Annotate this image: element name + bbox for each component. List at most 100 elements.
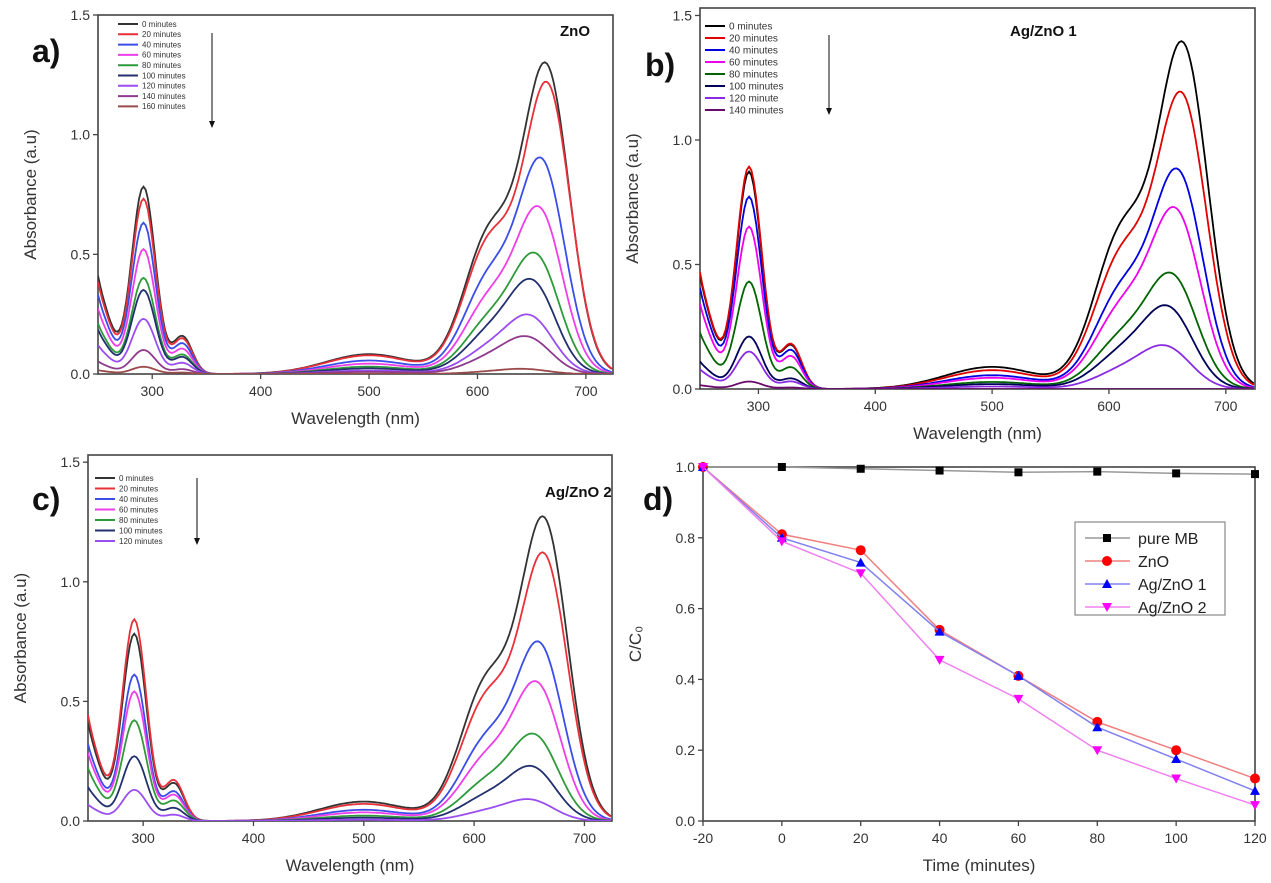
y-axis-label: C/C₀: [626, 626, 645, 662]
x-tick-label: 100: [1164, 830, 1188, 846]
plot-area: [88, 515, 612, 821]
marker: [1250, 785, 1260, 795]
marker: [1013, 670, 1024, 680]
marker: [1251, 470, 1259, 479]
x-tick-label: 300: [141, 383, 165, 399]
series-line: [702, 466, 1256, 780]
legend-entry: 140 minutes: [729, 106, 783, 117]
legend-entry: 120 minute: [729, 94, 779, 105]
x-tick-label: 20: [853, 830, 869, 846]
marker: [855, 569, 866, 579]
plot-frame: [702, 466, 1256, 822]
legend-entry: 120 minutes: [119, 537, 163, 546]
legend-entry: 20 minutes: [142, 30, 181, 39]
panel-title: Ag/ZnO 2: [545, 484, 612, 501]
marker: [777, 463, 786, 471]
x-tick-label: 500: [357, 383, 381, 399]
y-axis-label: Absorbance (a.u): [21, 129, 40, 259]
series-line: [88, 640, 612, 821]
legend-entry: 0 minutes: [142, 20, 177, 29]
legend-entry: 60 minutes: [142, 51, 181, 60]
series-line: [98, 156, 613, 374]
y-tick-label: 0.8: [676, 530, 696, 546]
series-line: [98, 313, 612, 374]
series-line: [700, 167, 1255, 389]
legend-entry: 0 minutes: [729, 22, 772, 33]
marker: [934, 626, 945, 636]
x-tick-label: 60: [1011, 830, 1027, 846]
legend-entry: 40 minutes: [142, 40, 181, 49]
arrow-head-icon: [194, 538, 200, 545]
x-tick-label: 300: [747, 398, 771, 414]
series-line: [700, 304, 1254, 389]
marker: [1092, 722, 1103, 732]
panel-title: Ag/ZnO 1: [1010, 23, 1077, 40]
y-tick-label: 0.0: [71, 366, 91, 382]
legend-entry: Ag/ZnO 1: [1138, 577, 1207, 594]
series-line: [88, 719, 611, 821]
series-line: [98, 205, 613, 374]
series-line: [700, 271, 1254, 389]
panel-a: 300 400 500 600 700 0.0 0.5 1.0 1.5 Wavelength (n…: [21, 7, 614, 428]
series-line: [702, 466, 1256, 792]
legend-entry: 60 minutes: [729, 58, 778, 69]
marker: [1013, 694, 1024, 704]
legend-entry: 20 minutes: [119, 484, 158, 493]
x-axis-label: Wavelength (nm): [291, 409, 420, 428]
marker: [1102, 556, 1112, 566]
y-axis-label: Absorbance (a.u): [623, 133, 642, 263]
panel-label: c): [32, 481, 60, 517]
legend-entry: 20 minutes: [729, 34, 778, 45]
y-tick-label: 1.5: [71, 7, 91, 23]
x-tick-label: 500: [980, 398, 1004, 414]
marker: [1171, 754, 1182, 764]
marker: [1102, 603, 1112, 612]
marker: [1014, 468, 1023, 477]
x-tick-label: 300: [131, 830, 155, 846]
legend-entry: 140 minutes: [142, 92, 186, 101]
y-tick-label: 1.5: [673, 7, 693, 23]
marker: [1102, 579, 1112, 588]
x-tick-label: 600: [1097, 398, 1121, 414]
panel-b: 300 400 500 600 700 0.0 0.5 1.0 1.5 Wavelength (n…: [623, 7, 1256, 443]
legend-entry: 40 minutes: [729, 46, 778, 57]
legend-entry: 100 minutes: [119, 526, 163, 535]
x-tick-label: 700: [1214, 398, 1238, 414]
legend-entry: 80 minutes: [119, 516, 158, 525]
legend-entry: 160 minutes: [142, 102, 186, 111]
x-tick-label: 600: [462, 830, 486, 846]
legend-entry: 120 minutes: [142, 82, 186, 91]
series-line: [98, 365, 612, 374]
marker: [1103, 534, 1111, 542]
x-tick-label: 600: [466, 383, 490, 399]
panel-label: d): [643, 481, 673, 517]
x-axis-label: Time (minutes): [923, 856, 1036, 875]
arrow-head-icon: [209, 121, 215, 128]
legend-entry: 40 minutes: [119, 495, 158, 504]
x-tick-label: 400: [242, 830, 266, 846]
series-line: [700, 344, 1254, 389]
y-tick-label: 0.0: [673, 381, 693, 397]
series-line: [700, 40, 1255, 389]
marker: [1172, 469, 1181, 478]
panel-c: 300 400 500 600 700 0.0 0.5 1.0 1.5 Wavelength (n…: [11, 454, 613, 875]
x-tick-label: 40: [932, 830, 948, 846]
series-line: [700, 380, 1254, 389]
plot-frame: [87, 454, 613, 822]
marker: [1250, 801, 1260, 811]
panel-label: b): [645, 47, 675, 83]
plot-area: [700, 40, 1255, 389]
y-tick-label: 0.4: [676, 671, 696, 687]
x-tick-label: 400: [249, 383, 273, 399]
y-tick-label: 0.0: [676, 813, 696, 829]
marker: [935, 466, 944, 475]
series-line: [98, 80, 613, 374]
series-line: [703, 466, 1256, 475]
series-line: [98, 61, 613, 374]
marker: [1093, 467, 1102, 476]
x-tick-label: 400: [864, 398, 888, 414]
series-line: [702, 466, 1256, 806]
y-tick-label: 0.5: [61, 693, 81, 709]
legend-entry: pure MB: [1138, 531, 1198, 548]
y-tick-label: 0.0: [61, 813, 81, 829]
